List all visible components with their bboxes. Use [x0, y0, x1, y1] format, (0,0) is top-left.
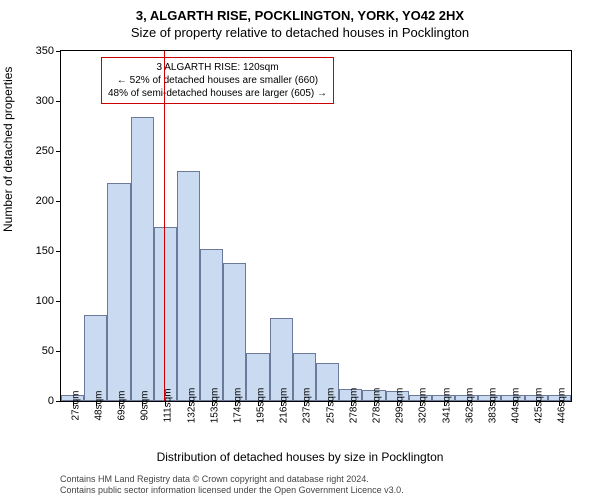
y-tick: [56, 151, 61, 152]
chart-title-main: 3, ALGARTH RISE, POCKLINGTON, YORK, YO42…: [0, 0, 600, 23]
reference-line: [164, 51, 165, 401]
histogram-bar: [107, 183, 130, 401]
x-tick-label: 299sqm: [395, 388, 406, 424]
x-axis-label: Distribution of detached houses by size …: [0, 450, 600, 464]
x-tick-label: 90sqm: [140, 390, 151, 420]
y-tick-label: 300: [26, 95, 54, 107]
y-tick: [56, 201, 61, 202]
x-tick-label: 27sqm: [70, 390, 81, 420]
y-tick-label: 100: [26, 295, 54, 307]
y-tick-label: 50: [26, 345, 54, 357]
y-axis-label: Number of detached properties: [1, 67, 15, 232]
x-tick-label: 257sqm: [325, 388, 336, 424]
histogram-bar: [131, 117, 154, 401]
x-tick-label: 446sqm: [557, 388, 568, 424]
histogram-bar: [84, 315, 107, 401]
y-tick-label: 250: [26, 145, 54, 157]
x-tick-label: 425sqm: [534, 388, 545, 424]
footer-line1: Contains HM Land Registry data © Crown c…: [60, 474, 404, 485]
x-tick-label: 153sqm: [209, 388, 220, 424]
y-tick: [56, 351, 61, 352]
x-tick-label: 132sqm: [186, 388, 197, 424]
y-tick-label: 0: [26, 395, 54, 407]
chart-title-sub: Size of property relative to detached ho…: [0, 23, 600, 40]
y-tick: [56, 401, 61, 402]
x-tick-label: 404sqm: [511, 388, 522, 424]
plot-area: 3 ALGARTH RISE: 120sqm ← 52% of detached…: [60, 50, 572, 402]
x-tick-label: 320sqm: [418, 388, 429, 424]
histogram-bar: [223, 263, 246, 401]
y-tick: [56, 101, 61, 102]
x-tick-label: 237sqm: [302, 388, 313, 424]
chart-container: 3, ALGARTH RISE, POCKLINGTON, YORK, YO42…: [0, 0, 600, 500]
y-tick-label: 200: [26, 195, 54, 207]
y-tick: [56, 251, 61, 252]
x-tick-label: 278sqm: [348, 388, 359, 424]
x-tick-label: 362sqm: [464, 388, 475, 424]
y-tick-label: 150: [26, 245, 54, 257]
x-tick-label: 195sqm: [256, 388, 267, 424]
annotation-line3: 48% of semi-detached houses are larger (…: [108, 87, 327, 100]
footer-line2: Contains public sector information licen…: [60, 485, 404, 496]
x-tick-label: 216sqm: [279, 388, 290, 424]
x-tick-label: 341sqm: [441, 388, 452, 424]
histogram-bar: [200, 249, 223, 401]
annotation-line1: 3 ALGARTH RISE: 120sqm: [108, 61, 327, 74]
annotation-line2: ← 52% of detached houses are smaller (66…: [108, 74, 327, 87]
annotation-box: 3 ALGARTH RISE: 120sqm ← 52% of detached…: [101, 57, 334, 104]
y-tick: [56, 51, 61, 52]
histogram-bar: [154, 227, 177, 401]
footer: Contains HM Land Registry data © Crown c…: [60, 474, 404, 496]
x-tick-label: 69sqm: [116, 390, 127, 420]
x-tick-label: 174sqm: [232, 388, 243, 424]
x-tick-label: 278sqm: [371, 388, 382, 424]
x-tick-label: 48sqm: [93, 390, 104, 420]
x-tick-label: 383sqm: [487, 388, 498, 424]
y-tick: [56, 301, 61, 302]
y-tick-label: 350: [26, 45, 54, 57]
histogram-bar: [177, 171, 200, 401]
